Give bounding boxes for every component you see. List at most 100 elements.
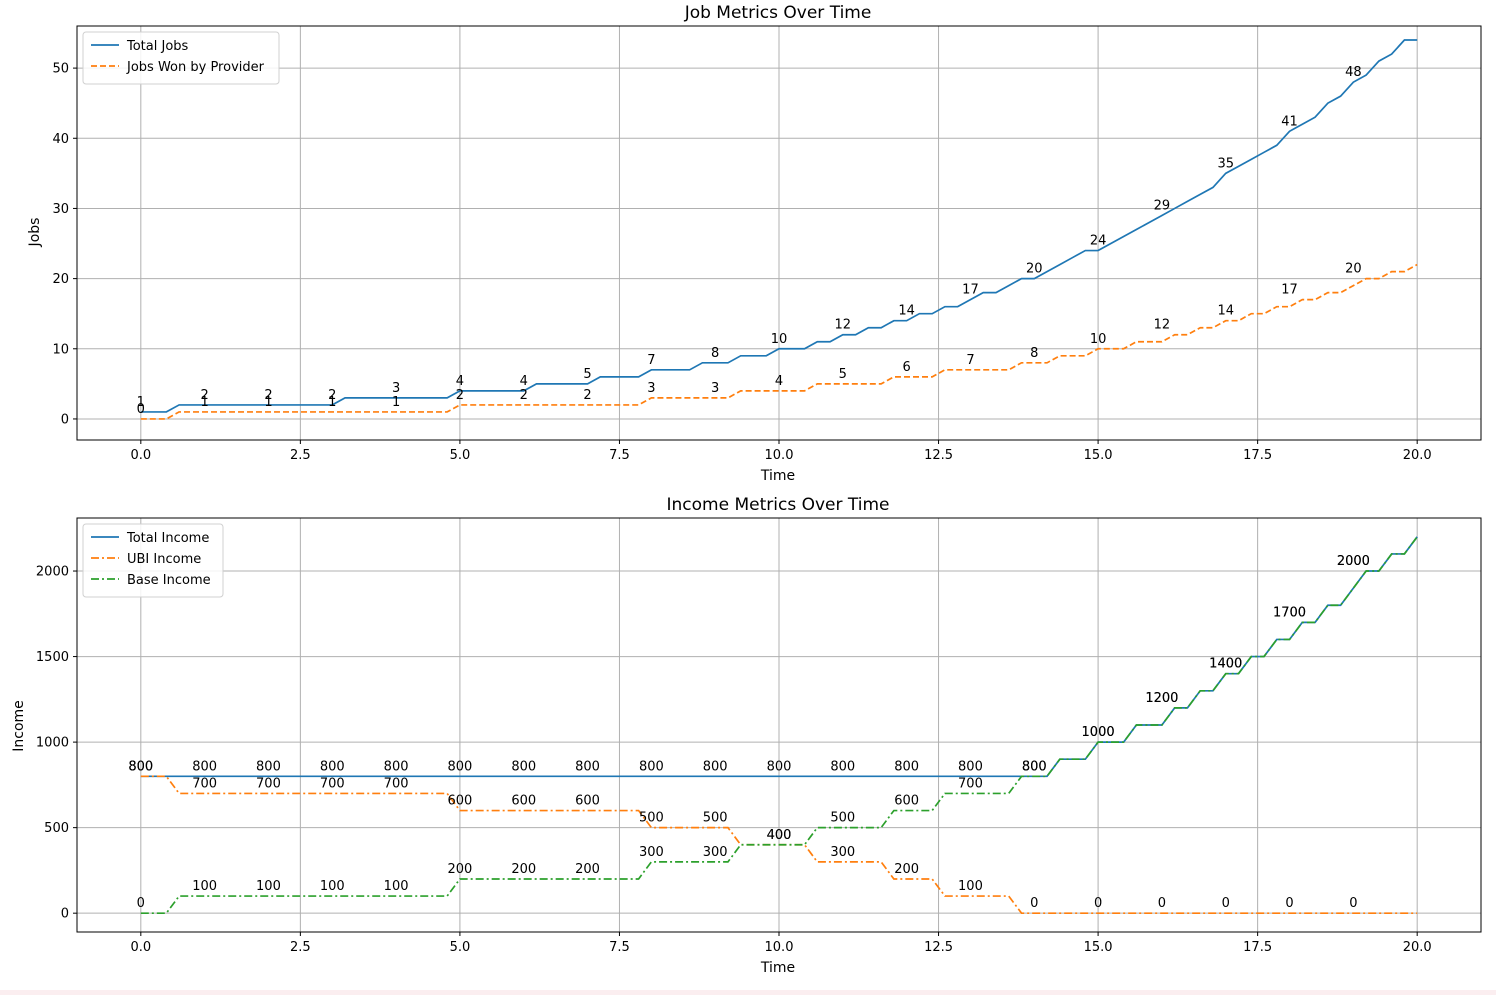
data-label: 48: [1345, 65, 1362, 80]
y-tick-label: 2000: [36, 565, 69, 580]
plot-frame: [76, 25, 1482, 441]
x-tick-label: 17.5: [1243, 940, 1272, 955]
data-label: 500: [830, 811, 855, 826]
data-label: 800: [767, 759, 792, 774]
data-label: 600: [447, 794, 472, 809]
data-label: 10: [1090, 332, 1107, 347]
data-label: 300: [639, 845, 664, 860]
data-label: 2: [200, 388, 208, 403]
data-label: 800: [447, 759, 472, 774]
data-label: 500: [703, 811, 728, 826]
y-tick-label: 20: [52, 272, 69, 287]
chart-title: Job Metrics Over Time: [684, 3, 872, 23]
data-label: 2: [328, 388, 336, 403]
data-label: 2000: [1337, 554, 1370, 569]
data-label: 8: [711, 346, 719, 361]
data-label: 300: [830, 845, 855, 860]
grid-lines: [77, 26, 1481, 440]
data-label: 700: [384, 776, 409, 791]
x-tick-label: 20.0: [1403, 448, 1432, 463]
data-label: 2: [583, 388, 591, 403]
data-label: 2: [520, 388, 528, 403]
data-label: 20: [1345, 262, 1362, 277]
data-label: 2: [264, 388, 272, 403]
data-label: 800: [830, 759, 855, 774]
data-label: 1700: [1273, 605, 1306, 620]
data-label: 35: [1217, 156, 1234, 171]
data-label: 800: [192, 759, 217, 774]
bottom-strip: [0, 990, 1496, 995]
legend: Total Income UBI Income Base Income: [82, 523, 224, 598]
data-label: 8: [1030, 346, 1038, 361]
legend: Total Jobs Jobs Won by Provider: [82, 31, 280, 85]
data-label: 800: [1022, 759, 1047, 774]
data-label: 2: [456, 388, 464, 403]
data-label: 800: [894, 759, 919, 774]
x-tick-label: 2.5: [290, 940, 311, 955]
data-label: 1: [200, 395, 208, 410]
legend-box: [82, 31, 280, 85]
data-label: 41: [1281, 114, 1298, 129]
data-label: 200: [575, 862, 600, 877]
income-chart: Income Metrics Over Time Time Income 0.0…: [11, 495, 1482, 976]
data-label: 800: [128, 759, 153, 774]
data-label: 29: [1154, 198, 1171, 213]
data-label: 1200: [1145, 691, 1178, 706]
y-tick-label: 500: [44, 821, 69, 836]
jobs-chart: Job Metrics Over Time Time Jobs 0.0 2.5 5.…: [27, 3, 1482, 484]
data-label: 800: [958, 759, 983, 774]
y-tick-label: 30: [52, 202, 69, 217]
data-label: 800: [511, 759, 536, 774]
data-label: 700: [256, 776, 281, 791]
x-tick-label: 15.0: [1084, 940, 1113, 955]
data-label: 800: [1022, 759, 1047, 774]
x-tick-label: 7.5: [609, 940, 630, 955]
data-label: 4: [520, 374, 528, 389]
y-tick-label: 1000: [36, 736, 69, 751]
data-label: 1000: [1082, 725, 1115, 740]
data-label: 1: [264, 395, 272, 410]
series-line-2: [140, 536, 1418, 915]
data-label: 20: [1026, 262, 1043, 277]
data-label: 800: [128, 759, 153, 774]
data-label: 0: [1222, 896, 1230, 911]
x-tick-label: 0.0: [130, 940, 151, 955]
data-label: 14: [1217, 304, 1234, 319]
data-label: 600: [511, 794, 536, 809]
data-label: 0: [137, 402, 145, 417]
data-label: 5: [839, 367, 847, 382]
x-tick-label: 2.5: [290, 448, 311, 463]
x-tick-label: 7.5: [609, 448, 630, 463]
y-tick-label: 40: [52, 132, 69, 147]
x-tick-label: 5.0: [450, 448, 471, 463]
chart-title: Income Metrics Over Time: [667, 495, 890, 515]
data-label: 24: [1090, 234, 1107, 249]
x-tick-label: 20.0: [1403, 940, 1432, 955]
data-label: 200: [447, 862, 472, 877]
data-label: 5: [583, 367, 591, 382]
y-tick-label: 1500: [36, 650, 69, 665]
data-label: 0: [1285, 896, 1293, 911]
legend-label: UBI Income: [127, 552, 201, 567]
data-label: 800: [384, 759, 409, 774]
x-tick-label: 10.0: [765, 448, 794, 463]
y-axis-label: Jobs: [27, 218, 43, 248]
data-label: 4: [456, 374, 464, 389]
data-label: 1: [392, 395, 400, 410]
x-tick-label: 0.0: [130, 448, 151, 463]
data-label: 100: [958, 879, 983, 894]
y-axis-label: Income: [11, 700, 27, 752]
y-tick-label: 0: [61, 412, 69, 427]
data-label: 700: [958, 776, 983, 791]
x-tick-label: 5.0: [450, 940, 471, 955]
data-label: 200: [894, 862, 919, 877]
data-label: 17: [962, 283, 979, 298]
legend-label: Total Income: [126, 531, 209, 546]
data-label: 1400: [1209, 657, 1242, 672]
data-label: 400: [767, 828, 792, 843]
data-label: 3: [392, 381, 400, 396]
data-label: 1200: [1145, 691, 1178, 706]
x-tick-label: 15.0: [1084, 448, 1113, 463]
data-label: 0: [1158, 896, 1166, 911]
